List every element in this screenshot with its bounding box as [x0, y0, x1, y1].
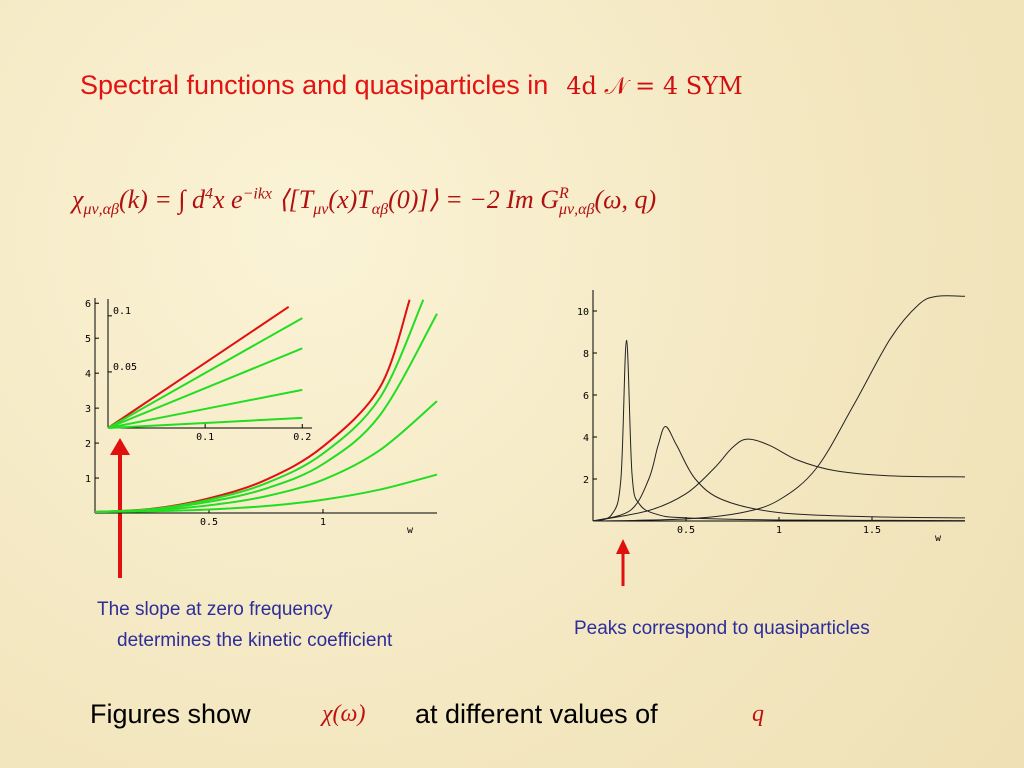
f: x e — [212, 185, 243, 214]
curve — [107, 347, 303, 429]
curve — [592, 339, 966, 522]
f: χ — [72, 185, 84, 214]
arrow-head — [616, 539, 630, 554]
x-tick-label: 1 — [320, 517, 326, 528]
footer-math: q — [752, 701, 764, 727]
y-tick-label: 8 — [583, 349, 589, 360]
x-axis-label: w — [935, 533, 942, 544]
curve — [107, 306, 290, 429]
x-tick-label: 0.2 — [293, 432, 311, 443]
f: (x)T — [328, 185, 372, 214]
curve — [94, 473, 438, 513]
y-tick-label: 6 — [583, 391, 589, 402]
f: (ω, q) — [594, 185, 657, 214]
curve — [592, 425, 966, 522]
footer-text: Figures show — [90, 699, 251, 729]
footer-text: at different values of — [415, 699, 658, 729]
x-tick-label: 0.5 — [200, 517, 218, 528]
y-tick-label: 4 — [85, 369, 91, 380]
x-tick-label: 0.5 — [677, 525, 695, 536]
x-tick-label: 1.5 — [863, 525, 881, 536]
y-tick-label: 10 — [577, 307, 589, 318]
curve — [592, 295, 966, 522]
caption-left-2: determines the kinetic coefficient — [117, 630, 393, 651]
y-tick-label: 1 — [85, 474, 91, 485]
f: (k) = ∫ d — [118, 185, 205, 214]
f: μν,αβ — [83, 201, 119, 219]
curve — [107, 388, 303, 429]
y-tick-label: 3 — [85, 404, 91, 415]
curve — [592, 438, 966, 522]
f: μν — [313, 201, 329, 219]
f: 4 — [204, 185, 213, 203]
f: μν,αβ — [559, 201, 595, 219]
y-tick-label: 6 — [85, 299, 91, 310]
y-tick-label: 2 — [583, 475, 589, 486]
curve — [107, 317, 303, 429]
f: αβ — [371, 201, 389, 219]
f: (0)]⟩ = −2 Im G — [388, 185, 559, 214]
y-tick-label: 2 — [85, 439, 91, 450]
formula: χμν,αβ(k) = ∫ d4x e−ikx ⟨[Tμν(x)Tαβ(0)]⟩… — [72, 185, 656, 219]
y-tick-label: 5 — [85, 334, 91, 345]
caption-left-1: The slope at zero frequency — [97, 599, 333, 620]
title-text: Spectral functions and quasiparticles in — [80, 70, 549, 100]
f: R — [559, 185, 569, 203]
curve — [94, 400, 438, 513]
f: ⟨[T — [272, 185, 314, 214]
curve — [94, 299, 425, 513]
x-tick-label: 0.1 — [196, 432, 214, 443]
footer-math: χ(ω) — [322, 701, 366, 727]
caption-right: Peaks correspond to quasiparticles — [574, 618, 870, 639]
y-tick-label: 0.1 — [113, 306, 131, 317]
x-axis-label: w — [407, 525, 414, 536]
arrow-head — [110, 438, 130, 455]
y-tick-label: 0.05 — [113, 362, 137, 373]
title-math: 4d 𝒩 = 4 SYM — [566, 72, 743, 100]
x-tick-label: 1 — [776, 525, 782, 536]
title: Spectral functions and quasiparticles in… — [80, 70, 743, 101]
f: −ikx — [242, 185, 273, 203]
y-tick-label: 4 — [583, 433, 589, 444]
curve — [107, 416, 303, 429]
